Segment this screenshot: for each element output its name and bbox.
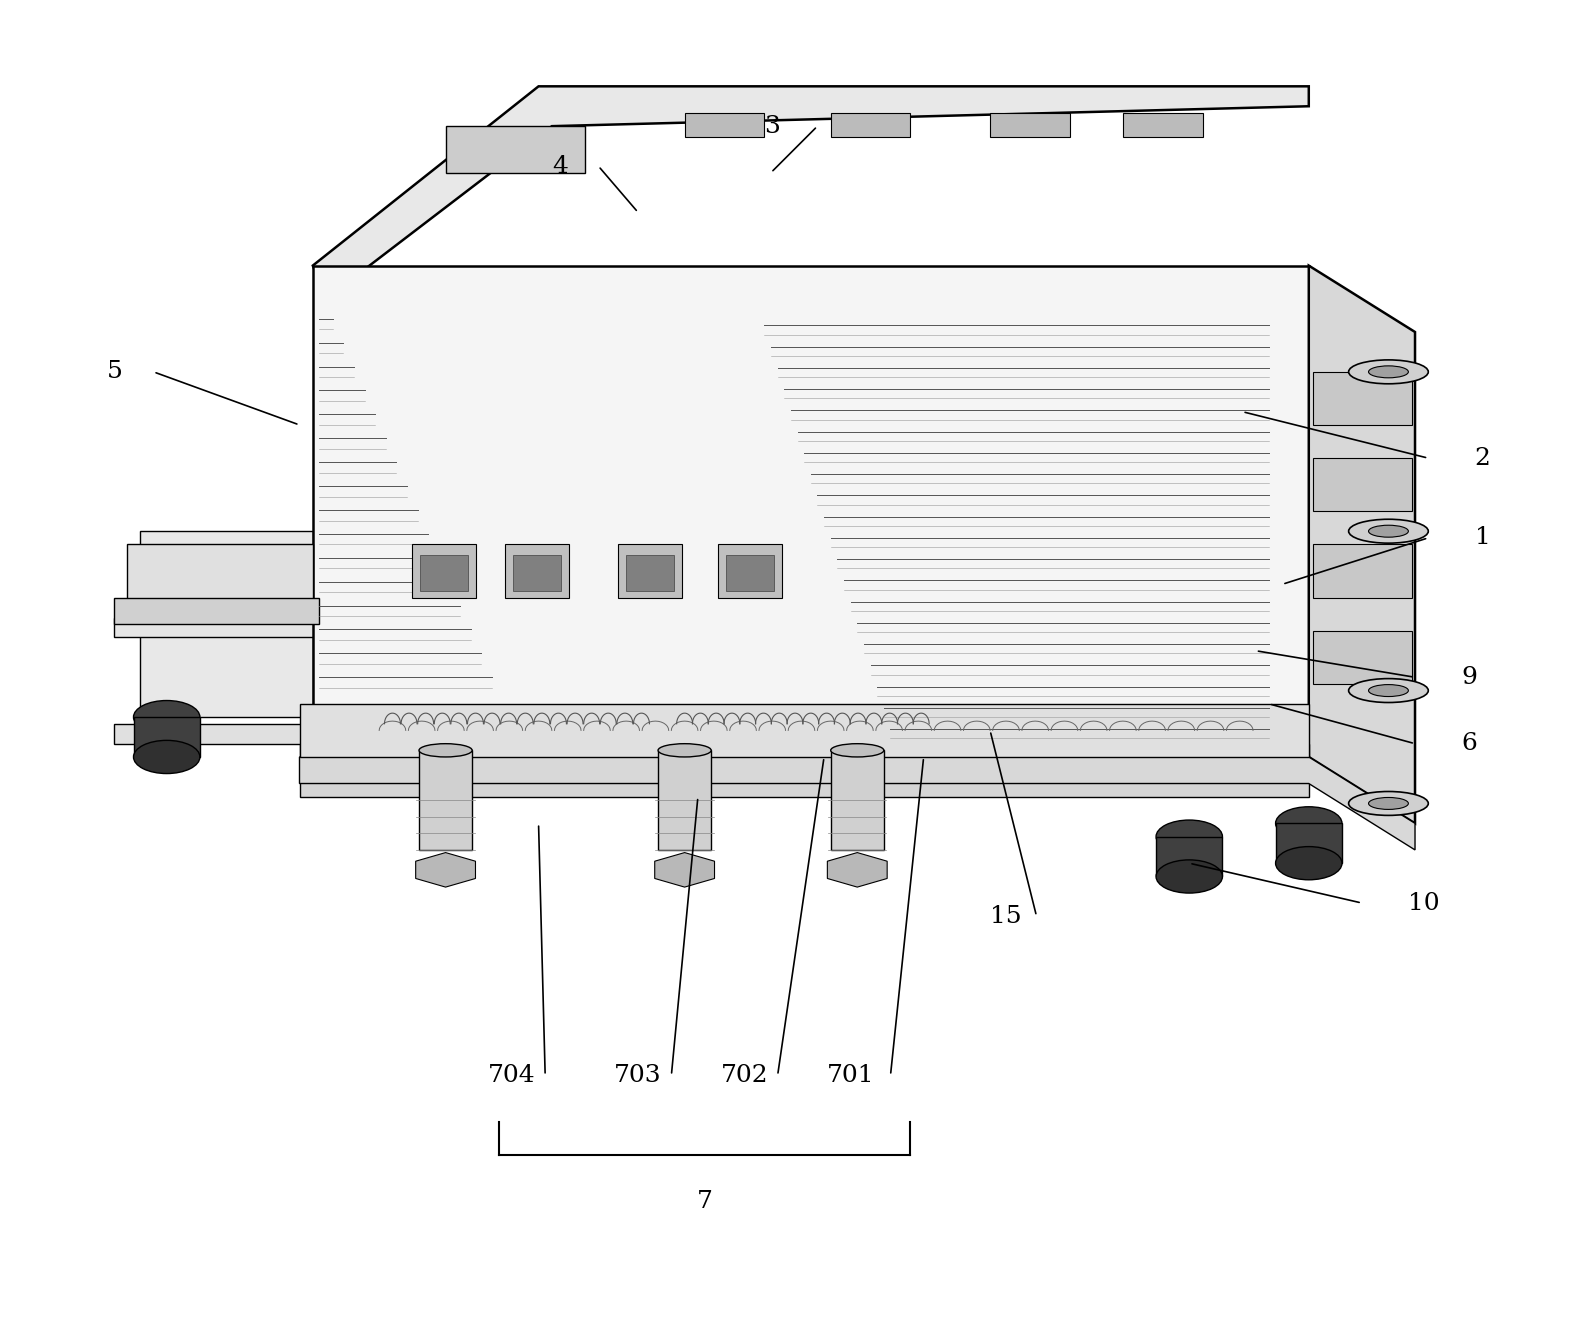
Ellipse shape bbox=[134, 741, 199, 773]
Polygon shape bbox=[828, 853, 887, 887]
Polygon shape bbox=[1309, 266, 1415, 823]
Polygon shape bbox=[313, 86, 1309, 299]
Ellipse shape bbox=[1369, 367, 1408, 378]
Polygon shape bbox=[413, 544, 477, 598]
Ellipse shape bbox=[1369, 797, 1408, 810]
Text: 7: 7 bbox=[697, 1190, 713, 1214]
Ellipse shape bbox=[1156, 821, 1222, 854]
Polygon shape bbox=[421, 555, 469, 591]
Ellipse shape bbox=[1276, 847, 1341, 880]
Polygon shape bbox=[1313, 372, 1412, 425]
Polygon shape bbox=[619, 544, 683, 598]
Polygon shape bbox=[113, 598, 319, 624]
Polygon shape bbox=[684, 113, 764, 137]
Polygon shape bbox=[113, 618, 1309, 637]
Text: 3: 3 bbox=[764, 114, 780, 138]
Polygon shape bbox=[445, 126, 585, 173]
Ellipse shape bbox=[1369, 526, 1408, 538]
Text: 5: 5 bbox=[107, 360, 123, 384]
Polygon shape bbox=[300, 757, 1415, 850]
Text: 704: 704 bbox=[488, 1064, 536, 1088]
Polygon shape bbox=[300, 704, 1309, 757]
Polygon shape bbox=[627, 555, 675, 591]
Polygon shape bbox=[419, 750, 472, 850]
Ellipse shape bbox=[1276, 807, 1341, 841]
Ellipse shape bbox=[831, 744, 884, 757]
Text: 702: 702 bbox=[721, 1064, 769, 1088]
Polygon shape bbox=[506, 544, 569, 598]
Polygon shape bbox=[140, 531, 313, 717]
Polygon shape bbox=[1156, 837, 1222, 876]
Text: 4: 4 bbox=[552, 154, 568, 178]
Polygon shape bbox=[514, 555, 561, 591]
Ellipse shape bbox=[1349, 519, 1428, 543]
Text: 1: 1 bbox=[1475, 526, 1491, 550]
Polygon shape bbox=[1313, 458, 1412, 511]
Polygon shape bbox=[1313, 544, 1412, 598]
Ellipse shape bbox=[1349, 360, 1428, 384]
Ellipse shape bbox=[659, 744, 711, 757]
Polygon shape bbox=[128, 544, 313, 604]
Ellipse shape bbox=[1369, 685, 1408, 697]
Text: 703: 703 bbox=[614, 1064, 662, 1088]
Polygon shape bbox=[654, 853, 715, 887]
Polygon shape bbox=[831, 113, 911, 137]
Polygon shape bbox=[831, 750, 884, 850]
Text: 9: 9 bbox=[1461, 665, 1477, 689]
Polygon shape bbox=[718, 544, 782, 598]
Ellipse shape bbox=[134, 701, 199, 734]
Polygon shape bbox=[1276, 823, 1341, 863]
Text: 6: 6 bbox=[1461, 732, 1477, 756]
Polygon shape bbox=[659, 750, 711, 850]
Polygon shape bbox=[1123, 113, 1203, 137]
Ellipse shape bbox=[1349, 791, 1428, 815]
Text: 15: 15 bbox=[990, 904, 1022, 928]
Ellipse shape bbox=[1156, 861, 1222, 894]
Polygon shape bbox=[1313, 631, 1412, 684]
Text: 701: 701 bbox=[826, 1064, 874, 1088]
Polygon shape bbox=[300, 744, 1309, 797]
Polygon shape bbox=[990, 113, 1070, 137]
Ellipse shape bbox=[1349, 679, 1428, 703]
Polygon shape bbox=[726, 555, 774, 591]
Polygon shape bbox=[416, 853, 475, 887]
Text: 2: 2 bbox=[1475, 446, 1491, 470]
Polygon shape bbox=[313, 266, 1309, 757]
Polygon shape bbox=[113, 724, 1309, 744]
Text: 10: 10 bbox=[1408, 891, 1440, 915]
Polygon shape bbox=[134, 717, 199, 757]
Ellipse shape bbox=[419, 744, 472, 757]
